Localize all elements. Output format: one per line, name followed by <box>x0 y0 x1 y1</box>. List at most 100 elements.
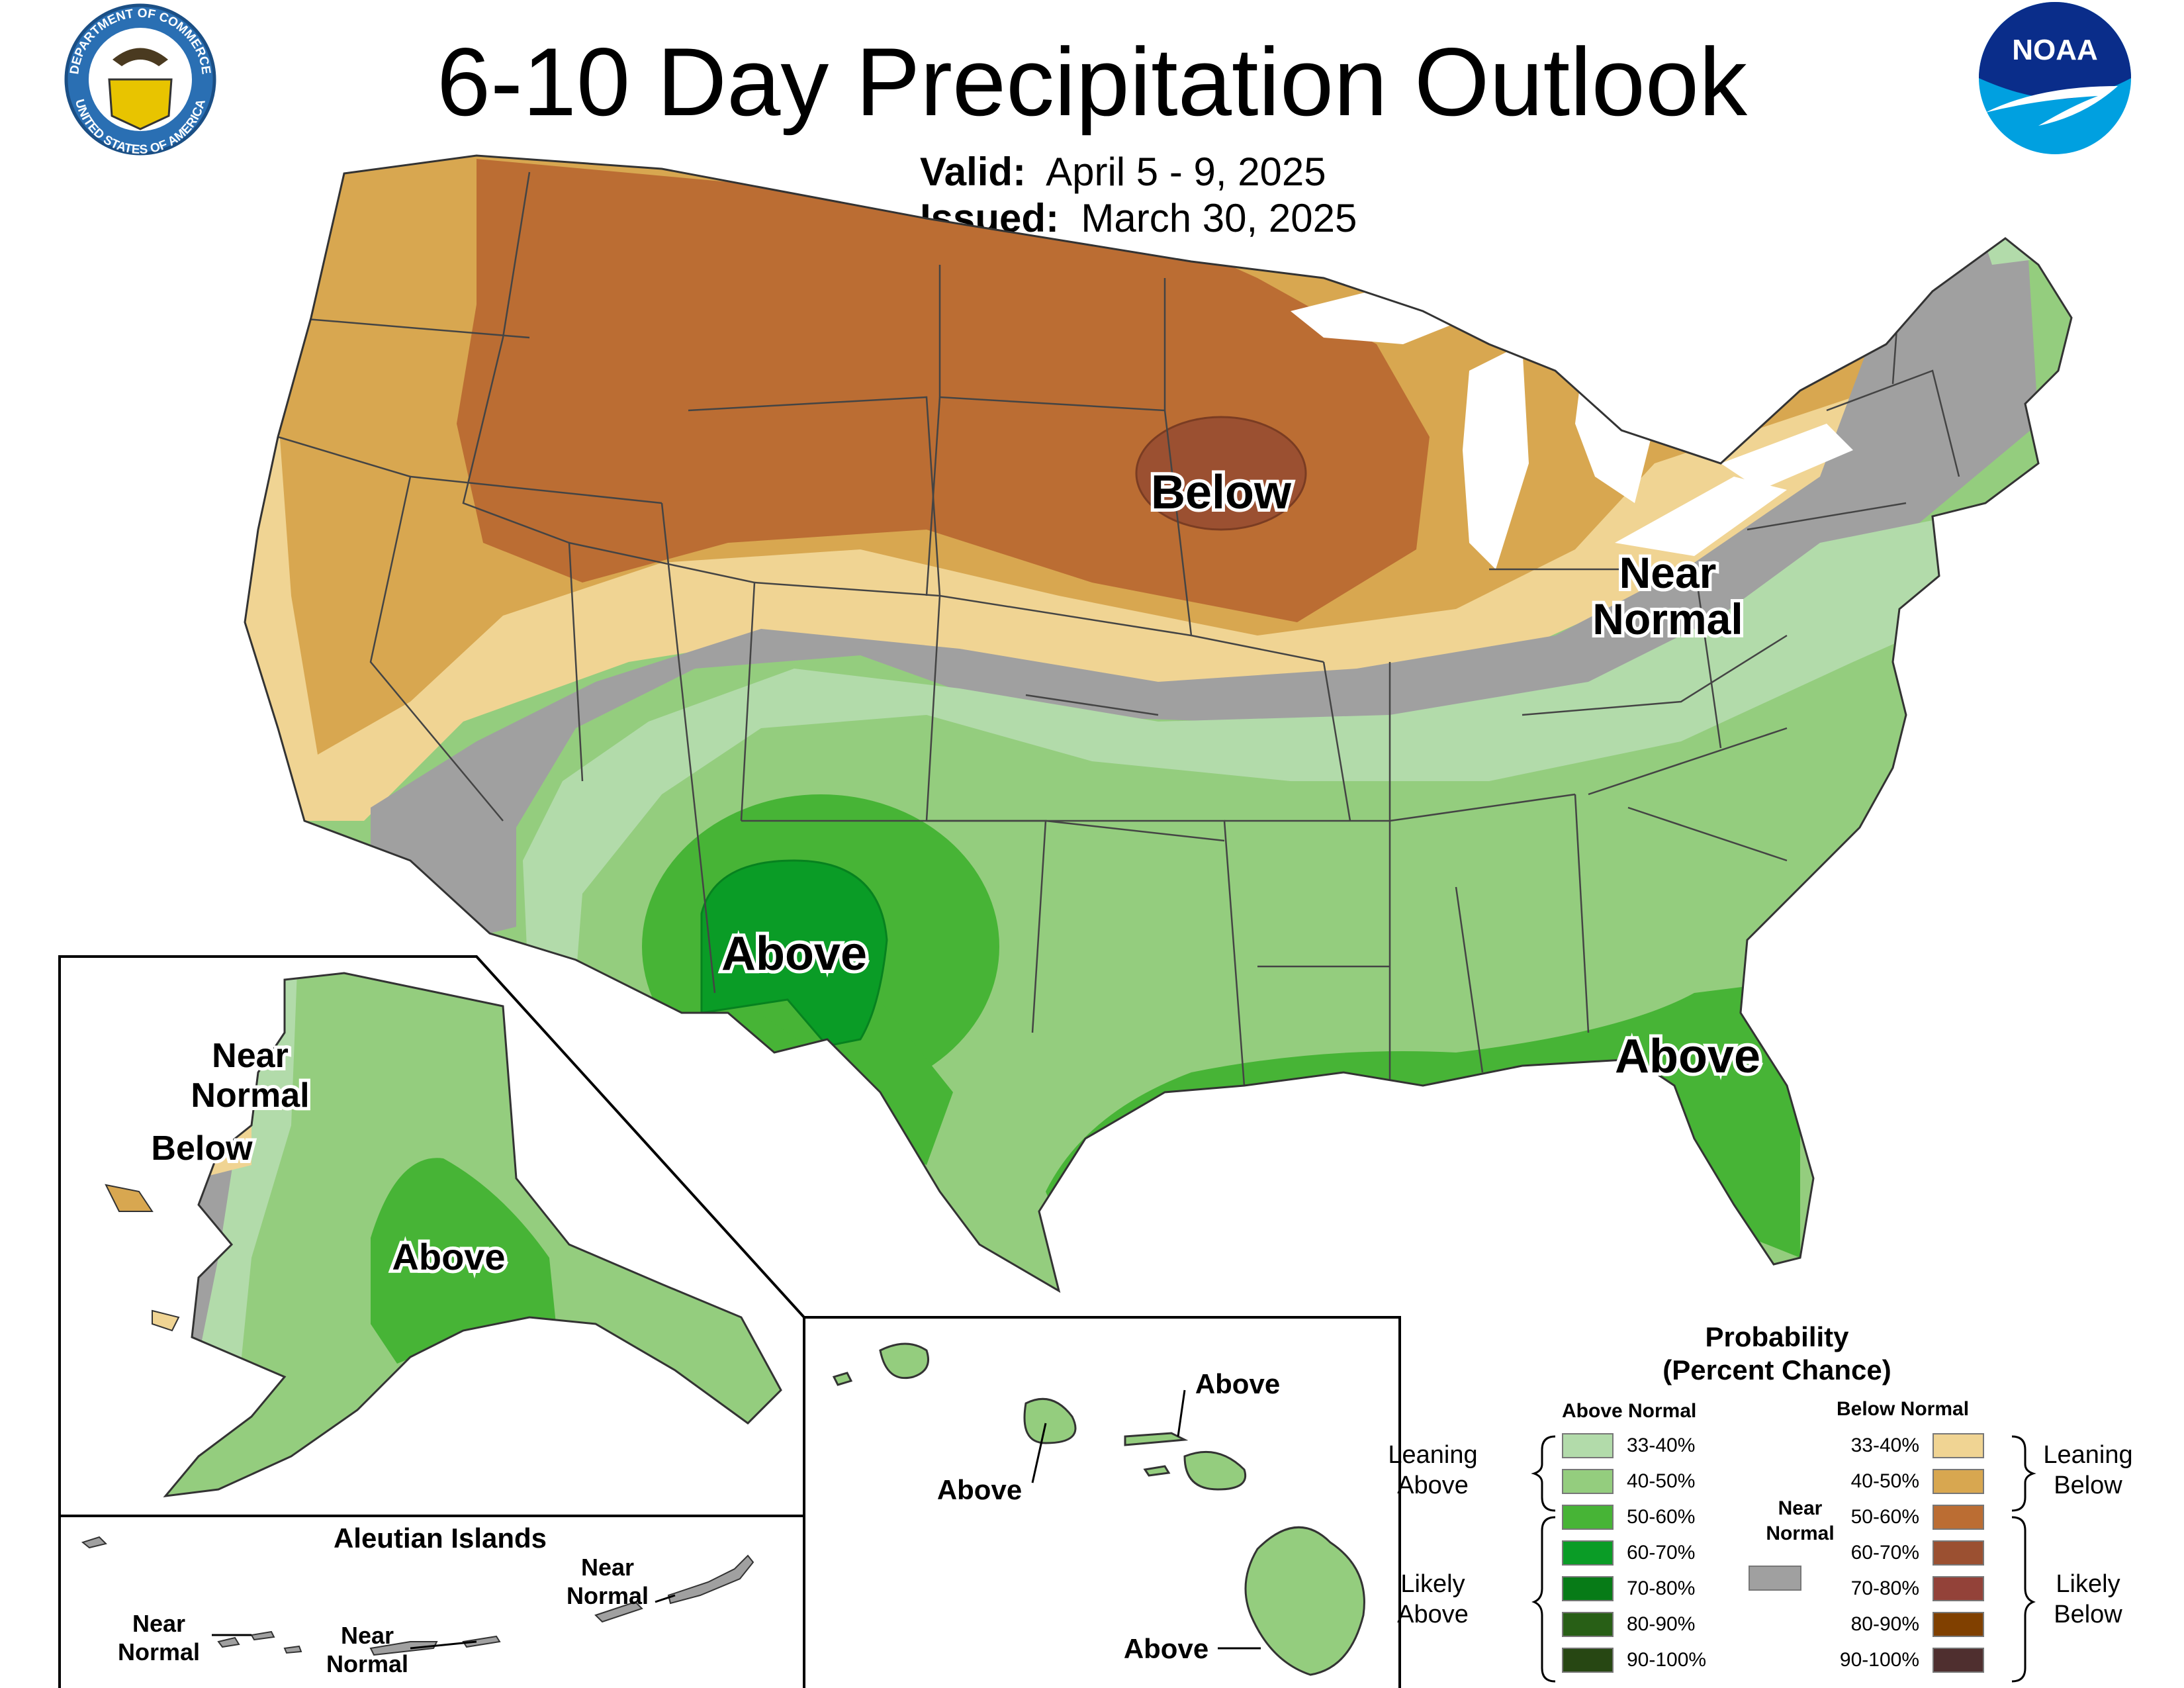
legend-below-range: 80-90% <box>1850 1613 1919 1635</box>
legend-above-swatch <box>1562 1505 1614 1530</box>
aleutian-near-normal-west-1: Near <box>132 1610 185 1637</box>
legend-likely-above-2: Above <box>1397 1601 1469 1628</box>
legend-below-row: 50-60% <box>1833 1505 1992 1531</box>
legend-leaning-below-2: Below <box>2054 1472 2122 1499</box>
legend-near-normal-label-1: Near <box>1778 1497 1823 1519</box>
legend-above-swatch <box>1562 1433 1614 1458</box>
legend-likely-above: Likely Above <box>1383 1569 1482 1630</box>
legend-title-line-2: (Percent Chance) <box>1662 1354 1891 1385</box>
ak-near-normal-label-2: Normal <box>191 1076 309 1115</box>
hawaii-islands-shapes <box>832 1342 1365 1676</box>
legend-near-normal-swatch <box>1749 1566 1801 1591</box>
ak-near-normal-label-1: Near <box>212 1037 289 1075</box>
legend-below-swatch <box>1933 1540 1984 1566</box>
legend-below-swatch <box>1933 1469 1984 1494</box>
issued-value: March 30, 2025 <box>1081 196 1357 240</box>
legend-title-line-1: Probability <box>1705 1321 1849 1352</box>
alaska-outline <box>163 972 782 1497</box>
legend-above-range: 40-50% <box>1627 1470 1696 1492</box>
aleutian-near-normal-east-2: Normal <box>567 1582 649 1609</box>
legend: Probability (Percent Chance) Above Norma… <box>1388 1317 2184 1688</box>
valid-label: Valid: <box>920 150 1026 194</box>
conus-outline <box>244 154 2073 1293</box>
legend-below-range: 60-70% <box>1850 1542 1919 1564</box>
legend-likely-below: Likely Below <box>2032 1569 2144 1630</box>
valid-dates: Valid: April 5 - 9, 2025 <box>920 149 1326 195</box>
legend-braces <box>1531 1435 2036 1683</box>
legend-likely-above-1: Likely <box>1400 1570 1465 1598</box>
legend-above-swatch <box>1562 1540 1614 1566</box>
legend-above-swatch <box>1562 1648 1614 1673</box>
legend-below-row: 70-80% <box>1833 1576 1992 1603</box>
legend-below-range: 50-60% <box>1850 1506 1919 1528</box>
legend-above-range: 33-40% <box>1627 1434 1696 1456</box>
legend-likely-below-2: Below <box>2054 1601 2122 1628</box>
aleutian-near-normal-central-2: Normal <box>326 1650 408 1677</box>
legend-below-row: 80-90% <box>1833 1612 1992 1638</box>
legend-above-row: 80-90% <box>1562 1612 1721 1638</box>
conus-above-sw-label: Above <box>721 927 867 980</box>
aleutian-near-normal-west-2: Normal <box>118 1638 200 1665</box>
legend-likely-below-1: Likely <box>2056 1570 2120 1598</box>
legend-below-range: 90-100% <box>1839 1649 1919 1671</box>
valid-value: April 5 - 9, 2025 <box>1046 150 1326 194</box>
legend-above-row: 60-70% <box>1562 1540 1721 1567</box>
legend-leaning-below-1: Leaning <box>2043 1441 2133 1469</box>
legend-below-swatch <box>1933 1433 1984 1458</box>
legend-below-range: 70-80% <box>1850 1577 1919 1599</box>
legend-above-range: 90-100% <box>1627 1649 1707 1671</box>
hawaii-above-label-big-island: Above <box>1124 1633 1208 1664</box>
legend-leaning-above-2: Above <box>1397 1472 1469 1499</box>
legend-below-row: 33-40% <box>1833 1433 1992 1460</box>
hawaii-above-label-maui: Above <box>1195 1368 1280 1399</box>
noaa-logo: NOAA <box>1979 2 2131 154</box>
conus-below-label: Below <box>1151 466 1292 519</box>
legend-above-row: 50-60% <box>1562 1505 1721 1531</box>
aleutian-inset-frame <box>58 1515 805 1688</box>
legend-below-swatch <box>1933 1505 1984 1530</box>
brace-likely-below <box>2011 1516 2036 1683</box>
legend-below-row: 40-50% <box>1833 1469 1992 1495</box>
conus-above-se-label: Above <box>1615 1030 1760 1083</box>
legend-near-normal-label: Near Normal <box>1747 1496 1853 1546</box>
legend-above-row: 40-50% <box>1562 1469 1721 1495</box>
hawaii-above-label-oahu: Above <box>937 1474 1022 1505</box>
legend-below-row: 90-100% <box>1833 1648 1992 1674</box>
map-title: 6-10 Day Precipitation Outlook <box>436 28 1748 136</box>
conus-near-normal-label-2: Normal <box>1592 594 1743 643</box>
legend-near-normal-label-2: Normal <box>1766 1523 1835 1544</box>
nunivak-island <box>152 1309 180 1332</box>
legend-below-range: 40-50% <box>1850 1470 1919 1492</box>
legend-leaning-above-1: Leaning <box>1388 1441 1478 1469</box>
aleutian-title: Aleutian Islands <box>334 1523 547 1554</box>
legend-above-row: 90-100% <box>1562 1648 1721 1674</box>
st-lawrence-island <box>105 1184 154 1212</box>
ak-above-label: Above <box>392 1236 505 1278</box>
legend-below-header: Below Normal <box>1837 1398 1970 1420</box>
legend-above-swatch <box>1562 1469 1614 1494</box>
legend-below-range: 33-40% <box>1850 1434 1919 1456</box>
legend-above-row: 70-80% <box>1562 1576 1721 1603</box>
legend-below-row: 60-70% <box>1833 1540 1992 1567</box>
legend-leaning-below: Leaning Below <box>2032 1440 2144 1501</box>
legend-title: Probability (Percent Chance) <box>1403 1321 2151 1387</box>
doc-seal-logo: DEPARTMENT OF COMMERCE UNITED STATES OF … <box>64 3 216 157</box>
legend-above-range: 50-60% <box>1627 1506 1696 1528</box>
legend-above-range: 70-80% <box>1627 1577 1696 1599</box>
legend-below-swatch <box>1933 1612 1984 1637</box>
brace-likely-above <box>1531 1516 1556 1683</box>
legend-above-range: 60-70% <box>1627 1542 1696 1564</box>
legend-above-swatch <box>1562 1612 1614 1637</box>
conus-near-normal-label-1: Near <box>1619 548 1717 597</box>
legend-above-range: 80-90% <box>1627 1613 1696 1635</box>
legend-above-swatch <box>1562 1576 1614 1601</box>
brace-leaning-below <box>2011 1435 2036 1512</box>
legend-leaning-above: Leaning Above <box>1383 1440 1482 1501</box>
aleutian-near-normal-central-1: Near <box>341 1622 394 1649</box>
aleutian-islands-shapes <box>81 1536 754 1656</box>
legend-above-row: 33-40% <box>1562 1433 1721 1460</box>
aleutian-near-normal-east-1: Near <box>581 1554 634 1581</box>
brace-leaning-above <box>1531 1435 1556 1512</box>
ak-below-label: Below <box>151 1129 253 1168</box>
